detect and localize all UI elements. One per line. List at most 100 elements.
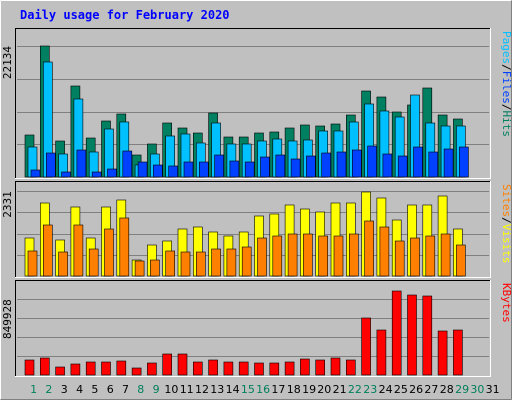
x-tick-label-day-25: 25	[394, 383, 408, 396]
bar-pages-day-12	[199, 161, 209, 178]
bar-pages-day-5	[91, 171, 102, 178]
scale-label: 849928	[1, 299, 14, 339]
bar-kbytes-day-5	[85, 361, 96, 376]
x-tick-label-day-13: 13	[210, 383, 224, 396]
bar-sites-day-7	[119, 217, 130, 277]
bar-kbytes-day-6	[101, 361, 111, 376]
bar-sites-day-24	[379, 226, 390, 277]
bar-pages-day-24	[382, 153, 393, 178]
bar-kbytes-day-13	[208, 359, 218, 376]
bar-sites-day-15	[241, 246, 252, 277]
x-tick-label-day-8: 8	[137, 383, 144, 396]
bar-sites-day-8	[134, 260, 145, 277]
chart-title: Daily usage for February 2020	[20, 8, 230, 22]
bar-sites-day-29	[456, 244, 466, 277]
bar-sites-day-4	[73, 224, 84, 277]
x-tick-label-day-12: 12	[195, 383, 209, 396]
side-legend: Pages/Files/Hits	[500, 31, 512, 137]
bar-pages-day-7	[122, 150, 133, 178]
x-tick-label-day-3: 3	[61, 383, 68, 396]
bar-kbytes-day-15	[238, 361, 249, 376]
bars	[24, 191, 466, 277]
x-tick-label-day-14: 14	[226, 383, 240, 396]
legend-separator: /	[500, 217, 512, 224]
legend-entry: Sites	[500, 184, 512, 217]
legend-separator: /	[500, 104, 512, 111]
bar-pages-day-26	[413, 146, 423, 178]
x-tick-label-day-4: 4	[76, 383, 83, 396]
bar-pages-day-11	[183, 161, 194, 178]
x-tick-label-day-23: 23	[363, 383, 377, 396]
scale-label: 22134	[1, 46, 14, 79]
bar-kbytes-day-24	[376, 329, 387, 376]
bar-sites-day-20	[318, 235, 329, 277]
bar-sites-day-6	[104, 228, 114, 277]
legend-entry: KBytes	[500, 283, 512, 323]
x-tick-label-day-10: 10	[164, 383, 178, 396]
bar-pages-day-21	[336, 151, 347, 178]
side-legend: KBytes	[500, 283, 512, 323]
x-tick-label-day-29: 29	[455, 383, 469, 396]
bar-pages-day-15	[244, 161, 255, 178]
panel-hits-files-pages: 22134 Pages/Files/Hits	[1, 28, 512, 179]
bar-pages-day-13	[214, 154, 224, 178]
bar-kbytes-day-17	[269, 362, 280, 376]
bar-sites-day-9	[150, 259, 160, 277]
x-tick-label-day-31: 31	[486, 383, 500, 396]
bar-sites-day-16	[257, 237, 267, 277]
x-tick-label-day-15: 15	[241, 383, 255, 396]
bar-sites-day-22	[348, 233, 359, 277]
x-tick-label-day-5: 5	[91, 383, 98, 396]
bar-pages-day-8	[137, 161, 148, 178]
bar-kbytes-day-12	[193, 361, 203, 376]
bar-kbytes-day-23	[361, 317, 371, 376]
bar-kbytes-day-19	[300, 358, 310, 376]
x-tick-label-day-18: 18	[287, 383, 301, 396]
bar-kbytes-day-22	[345, 359, 356, 376]
bar-sites-day-23	[364, 220, 374, 277]
x-tick-label-day-16: 16	[256, 383, 270, 396]
bar-sites-day-11	[180, 251, 191, 277]
x-tick-label-day-27: 27	[424, 383, 438, 396]
bar-pages-day-18	[290, 158, 301, 178]
legend-entry: Hits	[500, 111, 512, 138]
bar-sites-day-5	[88, 248, 99, 277]
bar-sites-day-27	[425, 235, 436, 277]
x-tick-label-day-19: 19	[302, 383, 316, 396]
bar-sites-day-19	[303, 233, 313, 277]
legend-entry: Visits	[500, 224, 512, 264]
bar-sites-day-2	[42, 224, 53, 277]
bars	[24, 290, 463, 376]
bars	[24, 45, 469, 178]
bar-sites-day-18	[287, 233, 298, 277]
legend-entry: Files	[500, 71, 512, 104]
bar-pages-day-2	[45, 152, 56, 178]
bar-sites-day-3	[58, 251, 68, 277]
bar-sites-day-28	[440, 233, 451, 277]
legend-separator: /	[500, 64, 512, 71]
bar-sites-day-21	[333, 235, 344, 277]
bar-sites-day-10	[165, 250, 175, 277]
x-tick-label-day-22: 22	[348, 383, 362, 396]
x-tick-label-day-26: 26	[409, 383, 423, 396]
bar-sites-day-14	[226, 248, 237, 277]
bar-sites-day-26	[410, 237, 420, 277]
bar-pages-day-1	[30, 169, 41, 178]
bar-pages-day-16	[260, 156, 270, 178]
bar-pages-day-4	[76, 149, 87, 178]
bar-kbytes-day-16	[254, 362, 264, 376]
x-tick-label-day-9: 9	[153, 383, 160, 396]
bar-kbytes-day-26	[407, 294, 417, 376]
side-legend: Sites/Visits	[500, 184, 512, 264]
bar-sites-day-25	[394, 240, 405, 277]
x-tick-label-day-11: 11	[180, 383, 194, 396]
bar-kbytes-day-4	[70, 363, 81, 376]
panel-kbytes: 849928 KBytes	[1, 280, 512, 377]
x-tick-label-day-7: 7	[122, 383, 129, 396]
bar-pages-day-14	[229, 160, 240, 178]
bar-kbytes-day-9	[147, 362, 157, 376]
scale-label: 2331	[1, 191, 14, 218]
